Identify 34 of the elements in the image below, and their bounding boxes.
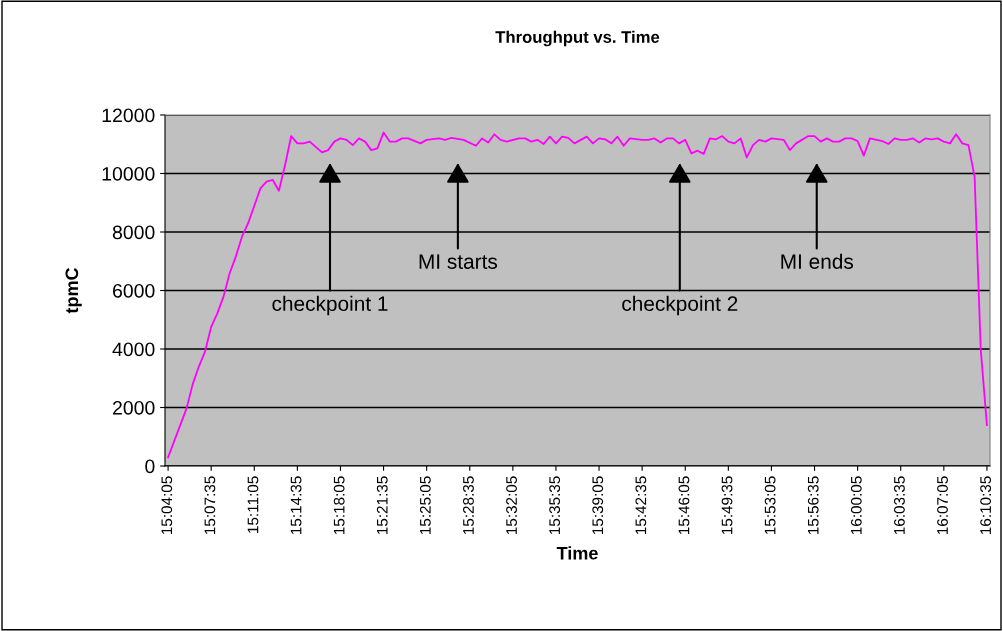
x-tick-label: 16:10:35	[980, 476, 992, 535]
y-axis-title: tpmC	[65, 267, 82, 314]
x-tick-label: 15:07:35	[204, 476, 216, 535]
x-tick-label: 16:07:05	[937, 476, 948, 535]
annotation: checkpoint 2	[622, 295, 738, 316]
x-tick-label: 15:25:05	[419, 476, 431, 535]
x-tick-label: 15:32:05	[506, 476, 517, 535]
x-tick-label: 15:53:05	[764, 476, 776, 535]
y-tick-label: 4000	[112, 342, 155, 357]
y-tick-label: 2000	[113, 400, 155, 415]
x-tick-label: 15:39:05	[592, 476, 604, 535]
annotation: checkpoint 1	[272, 295, 388, 316]
x-tick-label: 15:46:05	[678, 476, 690, 535]
x-tick-label: 15:04:05	[161, 476, 173, 535]
x-tick-label: 16:00:05	[850, 476, 862, 535]
x-tick-label: 15:11:05	[247, 476, 259, 533]
annotation: MI ends	[781, 253, 854, 269]
x-tick-label: 15:42:35	[635, 476, 647, 535]
x-axis-title: Time	[556, 546, 598, 560]
y-tick-label: 12000	[102, 108, 155, 123]
x-tick-label: 15:14:35	[290, 476, 302, 535]
y-tick-label: 0	[145, 459, 155, 474]
x-tick-label: 15:21:35	[376, 476, 388, 535]
x-tick-label: 15:56:35	[807, 476, 819, 535]
y-tick-label: 10000	[102, 166, 155, 181]
chart-title: Throughput vs. Time	[495, 30, 660, 47]
x-tick-label: 15:35:35	[549, 476, 561, 535]
y-tick-label: 8000	[112, 225, 155, 240]
annotation: MI starts	[419, 254, 498, 269]
y-tick-label: 6000	[113, 283, 155, 298]
x-tick-label: 15:28:35	[463, 476, 474, 535]
x-tick-label: 15:18:05	[333, 476, 345, 535]
x-tick-label: 15:49:35	[721, 476, 733, 535]
x-tick-label: 16:03:35	[894, 476, 905, 535]
